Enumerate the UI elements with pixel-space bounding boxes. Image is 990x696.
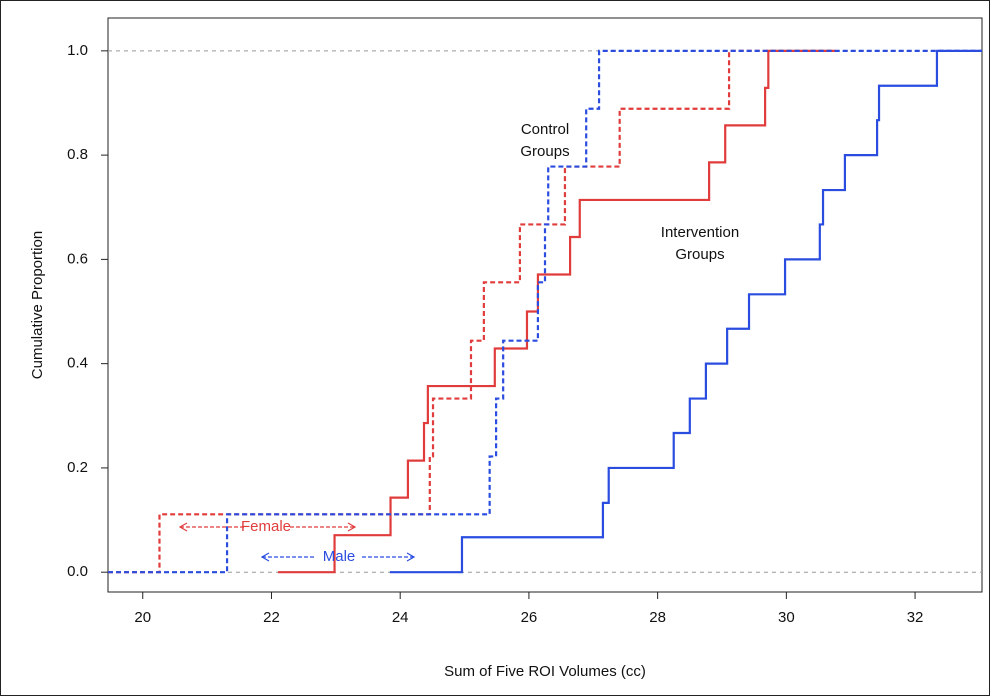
y-tick-label: 0.4 xyxy=(67,355,88,372)
step-line xyxy=(108,49,836,574)
y-tick-label: 0.2 xyxy=(67,459,88,476)
y-axis-label: Cumulative Proportion xyxy=(29,231,46,379)
annotation: Male xyxy=(323,548,356,565)
step-line xyxy=(108,49,982,574)
step-line xyxy=(389,49,982,574)
x-tick-label: 22 xyxy=(263,609,280,626)
x-tick-label: 28 xyxy=(649,609,666,626)
annotation: Groups xyxy=(675,246,724,263)
x-tick-label: 30 xyxy=(778,609,795,626)
x-axis-label: Sum of Five ROI Volumes (cc) xyxy=(444,663,646,680)
annotation: Female xyxy=(241,518,291,535)
arrow-head xyxy=(260,552,416,562)
annotation: Intervention xyxy=(661,224,739,241)
y-tick-label: 1.0 xyxy=(67,42,88,59)
x-tick-label: 20 xyxy=(134,609,151,626)
arrow-head xyxy=(178,522,357,532)
y-tick-label: 0.6 xyxy=(67,250,88,267)
x-tick-label: 24 xyxy=(392,609,409,626)
x-tick-label: 32 xyxy=(907,609,924,626)
step-line xyxy=(277,49,836,574)
y-tick-label: 0.8 xyxy=(67,146,88,163)
annotation: Control xyxy=(521,121,569,138)
annotation: Groups xyxy=(520,143,569,160)
x-tick-label: 26 xyxy=(521,609,538,626)
plot-box xyxy=(107,17,983,593)
y-tick-label: 0.0 xyxy=(67,563,88,580)
